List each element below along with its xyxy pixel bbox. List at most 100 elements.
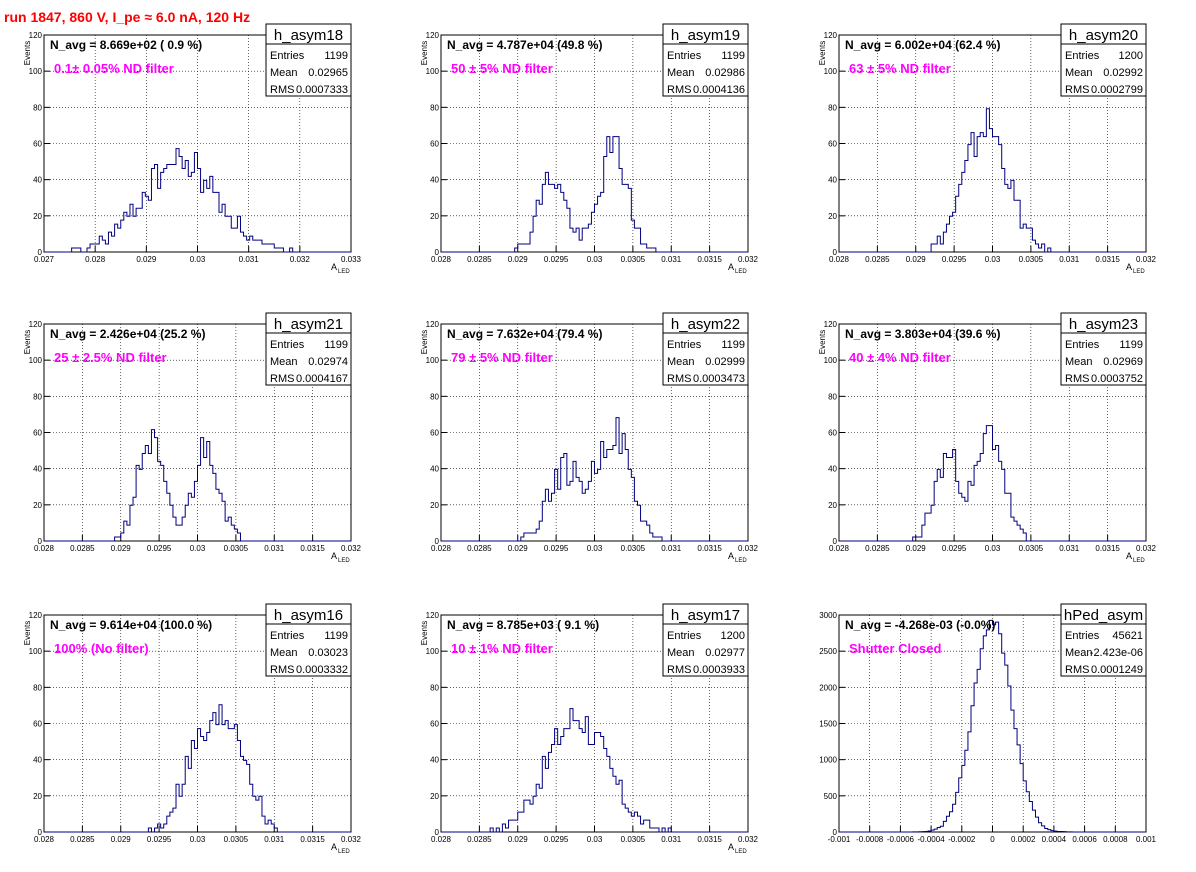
x-tick-label: 0.031 <box>661 255 682 264</box>
filter-label: 25 ± 2.5% ND filter <box>54 350 167 365</box>
x-tick-label: 0.031 <box>264 835 285 844</box>
stats-box <box>265 603 352 677</box>
x-tick-label: 0.032 <box>290 255 311 264</box>
histogram-line <box>44 148 351 253</box>
y-tick-label: 60 <box>430 720 439 729</box>
y-tick-label: 500 <box>824 792 838 801</box>
x-tick-label: 0.029 <box>111 835 132 844</box>
stats-box <box>662 23 749 97</box>
stats-value-rms: 0.0003752 <box>1091 373 1143 385</box>
stats-value-entries: 1199 <box>721 339 745 351</box>
x-tick-label: 0.0002 <box>1011 835 1036 844</box>
stats-value-mean: -2.423e-06 <box>1090 647 1143 659</box>
stats-key-entries: Entries <box>1065 50 1100 62</box>
y-tick-label: 40 <box>828 176 837 185</box>
histogram-line <box>44 704 351 833</box>
histogram-line <box>441 708 748 833</box>
y-tick-label: 120 <box>824 320 838 329</box>
y-axis-label: Events <box>23 41 32 65</box>
navg-label: N_avg = 9.614e+04 (100.0 %) <box>50 618 212 632</box>
x-tick-label: 0.031 <box>239 255 260 264</box>
y-tick-label: 20 <box>828 212 837 221</box>
stats-key-mean: Mean <box>667 356 695 368</box>
stats-box <box>1060 603 1147 677</box>
x-tick-label: 0.0295 <box>147 835 172 844</box>
y-tick-label: 40 <box>430 176 439 185</box>
stats-key-entries: Entries <box>270 50 305 62</box>
histogram-panel-h_asym22: 0.028 0.0285 0.029 0.0295 0.03 0.0305 0.031 0.0… <box>420 312 759 564</box>
filter-label: 40 ± 4% ND filter <box>849 350 951 365</box>
stats-value-rms: 0.0003473 <box>693 373 745 385</box>
stats-value-mean: 0.02986 <box>705 67 745 79</box>
stats-value-rms: 0.0007333 <box>296 84 348 96</box>
x-axis-label-sub: LED <box>1133 558 1145 564</box>
x-tick-label: 0.028 <box>431 835 452 844</box>
stats-value-rms: 0.0003933 <box>693 664 745 676</box>
histogram-line <box>839 619 1146 833</box>
y-tick-label: 20 <box>33 212 42 221</box>
x-tick-label: 0.0305 <box>621 255 646 264</box>
x-axis-label-sub: LED <box>338 558 350 564</box>
y-tick-label: 20 <box>430 792 439 801</box>
stats-value-rms: 0.0004167 <box>296 373 348 385</box>
stats-box <box>662 603 749 677</box>
histogram-panel-h_asym19: 0.028 0.0285 0.029 0.0295 0.03 0.0305 0.031 0.0… <box>420 23 759 275</box>
x-tick-label: 0.033 <box>341 255 362 264</box>
y-tick-label: 100 <box>426 356 440 365</box>
x-axis-label-sub: LED <box>338 849 350 855</box>
y-tick-label: 0 <box>38 537 43 546</box>
y-tick-label: 20 <box>430 212 439 221</box>
x-tick-label: 0.029 <box>508 544 529 553</box>
x-tick-label: 0.0285 <box>865 544 890 553</box>
x-axis-label-sub: LED <box>1133 269 1145 275</box>
x-tick-label: 0.03 <box>190 255 206 264</box>
y-tick-label: 120 <box>29 320 43 329</box>
stats-value-rms: 0.0003332 <box>296 664 348 676</box>
filter-label: 79 ± 5% ND filter <box>451 350 553 365</box>
y-tick-label: 80 <box>828 103 837 112</box>
x-tick-label: 0.0315 <box>697 835 722 844</box>
x-tick-label: 0.0305 <box>621 835 646 844</box>
y-tick-label: 60 <box>828 429 837 438</box>
y-tick-label: 120 <box>824 31 838 40</box>
x-tick-label: 0.0285 <box>865 255 890 264</box>
histogram-line <box>44 429 351 542</box>
y-tick-label: 0 <box>833 248 838 257</box>
x-tick-label: 0.03 <box>985 255 1001 264</box>
stats-key-rms: RMS <box>270 373 294 385</box>
filter-label: Shutter Closed <box>849 641 942 656</box>
stats-value-entries: 45621 <box>1112 630 1143 642</box>
x-tick-label: 0.032 <box>1136 255 1157 264</box>
y-axis-label: Events <box>23 330 32 354</box>
y-tick-label: 40 <box>33 465 42 474</box>
y-tick-label: 80 <box>33 392 42 401</box>
x-axis-label: A <box>331 842 337 852</box>
y-tick-label: 120 <box>426 611 440 620</box>
y-tick-label: 60 <box>430 140 439 149</box>
x-tick-label: 0.03 <box>190 835 206 844</box>
y-tick-label: 100 <box>29 67 43 76</box>
stats-box <box>1060 23 1147 97</box>
stats-key-entries: Entries <box>1065 339 1100 351</box>
stats-value-entries: 1199 <box>1119 339 1143 351</box>
run-title: run 1847, 860 V, I_pe ≈ 6.0 nA, 120 Hz <box>4 9 251 25</box>
y-tick-label: 20 <box>430 501 439 510</box>
x-tick-label: 0.028 <box>829 544 850 553</box>
x-tick-label: 0.0315 <box>697 544 722 553</box>
stats-key-mean: Mean <box>270 647 298 659</box>
stats-value-entries: 1200 <box>721 630 745 642</box>
stats-histogram-name: h_asym19 <box>671 27 740 44</box>
stats-histogram-name: h_asym16 <box>274 607 343 624</box>
x-tick-label: 0.001 <box>1136 835 1157 844</box>
y-tick-label: 120 <box>426 31 440 40</box>
x-tick-label: 0.0305 <box>224 544 249 553</box>
filter-label: 0.1± 0.05% ND filter <box>54 61 174 76</box>
x-tick-label: 0.031 <box>1059 255 1080 264</box>
stats-key-mean: Mean <box>667 647 695 659</box>
y-tick-label: 80 <box>33 683 42 692</box>
y-tick-label: 0 <box>833 828 838 837</box>
x-tick-label: 0.029 <box>906 255 927 264</box>
histogram-panel-h_asym20: 0.028 0.0285 0.029 0.0295 0.03 0.0305 0.031 0.0… <box>818 23 1157 275</box>
y-tick-label: 40 <box>33 176 42 185</box>
y-tick-label: 120 <box>29 611 43 620</box>
